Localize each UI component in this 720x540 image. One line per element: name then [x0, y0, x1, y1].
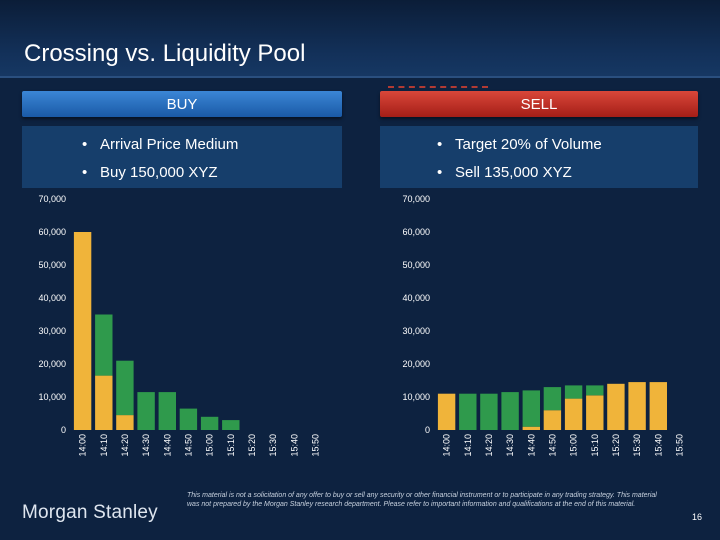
buy-x-tick-label: 14:10: [99, 434, 109, 457]
buy-y-tick-label: 40,000: [38, 293, 66, 303]
buy-x-tick-label: 14:20: [120, 434, 130, 457]
sell-y-tick-label: 70,000: [402, 194, 430, 204]
buy-y-tick-label: 20,000: [38, 359, 66, 369]
sell-bullet-1: • Target 20% of Volume: [437, 136, 602, 153]
sell-x-tick-label: 14:00: [442, 434, 452, 457]
buy-bar-orange: [95, 375, 113, 430]
sell-x-tick-label: 14:10: [463, 434, 473, 457]
buy-x-tick-label: 15:20: [247, 434, 257, 457]
buy-x-tick-label: 14:50: [183, 434, 193, 457]
title-band: [0, 0, 720, 78]
sell-bullet-2: • Sell 135,000 XYZ: [437, 164, 572, 181]
buy-bullet-text: Arrival Price Medium: [100, 136, 239, 153]
morgan-stanley-logo: Morgan Stanley: [22, 502, 158, 523]
sell-x-tick-label: 15:00: [569, 434, 579, 457]
page-number: 16: [692, 512, 703, 522]
sell-bar-orange: [607, 383, 625, 430]
buy-y-tick-label: 0: [61, 425, 66, 435]
sell-x-tick-label: 14:20: [484, 434, 494, 457]
buy-bar-green: [222, 420, 240, 430]
sell-y-tick-label: 20,000: [402, 359, 430, 369]
buy-y-tick-label: 60,000: [38, 227, 66, 237]
buy-bullet-box: [22, 126, 342, 188]
sell-bar-green: [522, 390, 540, 427]
sell-bar-green: [586, 385, 604, 396]
buy-x-tick-label: 14:30: [141, 434, 151, 457]
sell-y-tick-label: 0: [425, 425, 430, 435]
bullet-icon: •: [82, 136, 88, 153]
buy-x-tick-label: 14:00: [78, 434, 88, 457]
buy-x-tick-label: 15:10: [226, 434, 236, 457]
sell-x-tick-label: 15:10: [590, 434, 600, 457]
sell-bar-orange: [543, 410, 562, 430]
sell-bar-orange: [586, 395, 604, 430]
sell-header: SELL: [380, 91, 698, 117]
sell-y-tick-label: 10,000: [402, 392, 430, 402]
sell-x-tick-label: 15:40: [653, 434, 663, 457]
sell-dashed-line: [388, 86, 488, 88]
sell-x-tick-label: 14:40: [526, 434, 536, 457]
sell-bar-orange: [522, 426, 540, 430]
sell-bullet-box: [380, 126, 698, 188]
sell-x-tick-label: 14:50: [547, 434, 557, 457]
buy-x-tick-label: 15:40: [289, 434, 299, 457]
bullet-icon: •: [437, 136, 443, 153]
sell-x-tick-label: 15:20: [611, 434, 621, 457]
page-title: Crossing vs. Liquidity Pool: [24, 40, 306, 67]
buy-bar-green: [179, 408, 198, 430]
buy-bullet-1: • Arrival Price Medium: [82, 136, 238, 153]
sell-y-tick-label: 30,000: [402, 326, 430, 336]
buy-x-tick-label: 15:50: [310, 434, 320, 457]
buy-bar-green: [116, 360, 134, 416]
sell-bar-green: [480, 393, 498, 430]
buy-header: BUY: [22, 91, 342, 117]
sell-bar-green: [543, 387, 562, 411]
buy-bar-orange: [73, 232, 92, 430]
sell-bar-orange: [564, 398, 583, 430]
sell-bullet-text: Target 20% of Volume: [455, 136, 602, 153]
bullet-icon: •: [82, 164, 88, 181]
buy-y-tick-label: 70,000: [38, 194, 66, 204]
buy-bar-orange: [116, 415, 134, 430]
buy-x-tick-label: 14:40: [162, 434, 172, 457]
title-divider: [0, 76, 720, 78]
buy-bullet-text: Buy 150,000 XYZ: [100, 164, 218, 181]
sell-y-tick-label: 40,000: [402, 293, 430, 303]
sell-bar-orange: [437, 393, 456, 430]
disclaimer-text: This material is not a solicitation of a…: [187, 492, 657, 508]
sell-x-tick-label: 15:50: [674, 434, 684, 457]
sell-bar-orange: [649, 382, 667, 430]
sell-bar-orange: [628, 382, 646, 430]
sell-y-tick-label: 60,000: [402, 227, 430, 237]
sell-y-tick-label: 50,000: [402, 260, 430, 270]
buy-y-tick-label: 30,000: [38, 326, 66, 336]
sell-bar-green: [501, 392, 519, 430]
buy-bar-green: [158, 392, 176, 430]
buy-x-tick-label: 15:30: [268, 434, 278, 457]
sell-bullet-text: Sell 135,000 XYZ: [455, 164, 572, 181]
sell-bar-green: [564, 385, 583, 399]
bullet-icon: •: [437, 164, 443, 181]
buy-y-tick-label: 10,000: [38, 392, 66, 402]
sell-x-tick-label: 14:30: [505, 434, 515, 457]
sell-bar-green: [459, 393, 477, 430]
sell-x-tick-label: 15:30: [632, 434, 642, 457]
buy-bar-green: [200, 416, 219, 430]
buy-x-tick-label: 15:00: [205, 434, 215, 457]
buy-bar-green: [137, 392, 155, 430]
buy-bar-green: [95, 314, 113, 376]
buy-bullet-2: • Buy 150,000 XYZ: [82, 164, 218, 181]
buy-y-tick-label: 50,000: [38, 260, 66, 270]
